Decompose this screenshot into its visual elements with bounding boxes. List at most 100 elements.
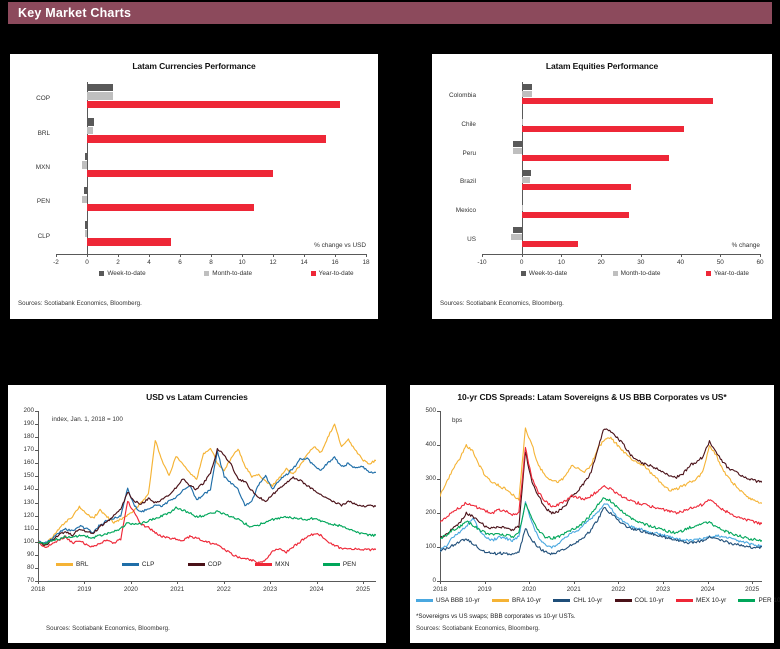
y-tick-label: 500 bbox=[425, 407, 436, 414]
bar-year-to-date-mexico bbox=[521, 212, 630, 219]
legend-swatch-clp bbox=[121, 563, 139, 566]
legend-label-month-to-date: Month-to-date bbox=[620, 270, 661, 277]
legend-label-usa-bbb-10-yr: USA BBB 10-yr bbox=[436, 597, 480, 604]
x-tick-label: 8 bbox=[209, 259, 213, 266]
x-axis-line bbox=[482, 254, 760, 255]
y-tick-label: 160 bbox=[23, 459, 34, 467]
line-series-col-10-yr bbox=[440, 428, 762, 539]
x-axis-tick bbox=[618, 581, 620, 584]
legend-swatch-month-to-date bbox=[612, 271, 618, 276]
bar-year-to-date-chile bbox=[521, 126, 684, 133]
x-tick-label: 2023 bbox=[655, 586, 670, 593]
bar-year-to-date-colombia bbox=[521, 97, 714, 104]
x-axis-tick bbox=[149, 254, 150, 257]
y-tick-label: 190 bbox=[23, 420, 34, 428]
bar-month-to-date-colombia bbox=[521, 90, 533, 97]
plot-unit-label: index, Jan. 1, 2018 = 100 bbox=[52, 416, 123, 423]
x-tick-label: 2021 bbox=[170, 586, 185, 593]
category-label-colombia: Colombia bbox=[449, 92, 476, 100]
x-tick-label: 2022 bbox=[611, 586, 626, 593]
chart-panel-latam-equities: Latam Equities Performance -10 0 10 20 30 40 5… bbox=[432, 54, 772, 319]
x-tick-label: 14 bbox=[300, 259, 308, 266]
x-tick-label: 10 bbox=[557, 259, 565, 266]
x-axis-tick bbox=[180, 254, 181, 257]
plot-area-latam-currencies: -2 0 2 4 6 8 10 12 14 16 18 COP BRL MXN PEN CLP % change… bbox=[36, 82, 370, 277]
category-label-brazil: Brazil bbox=[460, 178, 476, 186]
x-axis-unit-label: % change bbox=[731, 242, 760, 249]
x-axis-unit-label: % change vs USD bbox=[314, 242, 366, 249]
y-tick-label: 100 bbox=[425, 543, 436, 550]
y-axis-tick bbox=[35, 528, 38, 530]
x-axis-tick bbox=[223, 581, 225, 584]
x-tick-label: 2019 bbox=[477, 586, 492, 593]
x-tick-label: 2 bbox=[116, 259, 120, 266]
x-tick-label: 2024 bbox=[309, 586, 324, 593]
chart-panel-latam-currencies: Latam Currencies Performance -2 0 2 4 6 8 10 12… bbox=[10, 54, 378, 319]
legend-item-month-to-date: Month-to-date bbox=[612, 270, 661, 277]
legend-label-week-to-date: Week-to-date bbox=[107, 270, 146, 277]
plot-unit-label: bps bbox=[452, 417, 463, 424]
y-tick-label: 130 bbox=[23, 498, 34, 506]
y-axis-tick bbox=[35, 502, 38, 504]
y-axis-tick bbox=[35, 424, 38, 426]
category-label-pen: PEN bbox=[36, 198, 50, 206]
x-axis-tick bbox=[680, 254, 682, 257]
bar-week-to-date-brazil bbox=[521, 169, 532, 176]
bar-month-to-date-us bbox=[511, 233, 522, 241]
x-tick-label: 20 bbox=[597, 259, 605, 266]
bar-week-to-date-chile bbox=[521, 112, 523, 119]
legend-item-week-to-date: Week-to-date bbox=[99, 270, 146, 277]
source-note-latam-currencies: Sources: Scotiabank Economics, Bloomberg… bbox=[18, 300, 142, 307]
y-axis-tick bbox=[35, 567, 38, 569]
legend-label-pen: PEN bbox=[342, 561, 356, 568]
x-axis-tick bbox=[482, 254, 483, 257]
line-series-pen bbox=[38, 506, 376, 545]
x-tick-label: 2018 bbox=[432, 586, 447, 593]
x-axis-tick bbox=[273, 254, 274, 257]
legend-swatch-pen bbox=[322, 563, 340, 566]
y-axis-tick bbox=[35, 450, 38, 452]
legend-item-col-10-yr: COL 10-yr bbox=[614, 597, 664, 604]
x-axis-tick bbox=[440, 581, 441, 584]
legend-item-month-to-date: Month-to-date bbox=[204, 270, 252, 277]
category-label-chile: Chile bbox=[461, 121, 476, 128]
x-tick-label: 2025 bbox=[745, 586, 760, 593]
bar-month-to-date-brl bbox=[87, 126, 94, 135]
y-axis-tick bbox=[437, 445, 440, 446]
legend-swatch-mxn bbox=[255, 563, 273, 566]
bar-week-to-date-us bbox=[512, 226, 522, 234]
y-tick-label: 200 bbox=[425, 509, 436, 516]
bar-month-to-date-peru bbox=[512, 147, 522, 155]
legend-item-chl-10-yr: CHL 10-yr bbox=[553, 597, 602, 604]
legend-label-mex-10-yr: MEX 10-yr bbox=[696, 597, 727, 604]
bar-week-to-date-clp bbox=[85, 221, 87, 229]
x-tick-label: 2020 bbox=[522, 586, 537, 593]
y-tick-label: 110 bbox=[23, 524, 34, 532]
legend-swatch-year-to-date bbox=[705, 271, 711, 276]
bar-year-to-date-peru bbox=[521, 154, 670, 162]
y-tick-label: 140 bbox=[23, 485, 34, 493]
bar-month-to-date-chile bbox=[521, 119, 523, 126]
x-axis-tick bbox=[38, 581, 39, 584]
legend-item-mex-10-yr: MEX 10-yr bbox=[676, 597, 726, 604]
source-note-cds-spreads: Sources: Scotiabank Economics, Bloomberg… bbox=[416, 625, 540, 632]
legend-item-week-to-date: Week-to-date bbox=[520, 270, 567, 277]
x-tick-label: 18 bbox=[362, 259, 370, 266]
y-axis-tick bbox=[35, 411, 38, 412]
bar-year-to-date-clp bbox=[87, 238, 171, 246]
legend-label-cop: COP bbox=[207, 561, 222, 568]
y-axis-tick bbox=[35, 581, 38, 582]
chart-title-cds-spreads: 10-yr CDS Spreads: Latam Sovereigns & US… bbox=[457, 392, 727, 402]
x-tick-label: 40 bbox=[677, 259, 685, 266]
bar-week-to-date-brl bbox=[87, 118, 94, 126]
legend-item-per-10-yr: PER 10-yr bbox=[738, 597, 780, 604]
x-axis-tick bbox=[752, 581, 754, 584]
y-axis-tick bbox=[35, 463, 38, 465]
x-axis-tick bbox=[56, 254, 57, 257]
x-tick-label: 2020 bbox=[123, 586, 138, 593]
footnote-cds-spreads: *Sovereigns vs US swaps; BBB corporates … bbox=[416, 613, 576, 620]
x-tick-label: 2024 bbox=[700, 586, 715, 593]
x-tick-label: 12 bbox=[269, 259, 277, 266]
x-axis-tick bbox=[118, 254, 119, 257]
x-tick-label: 4 bbox=[147, 259, 151, 266]
